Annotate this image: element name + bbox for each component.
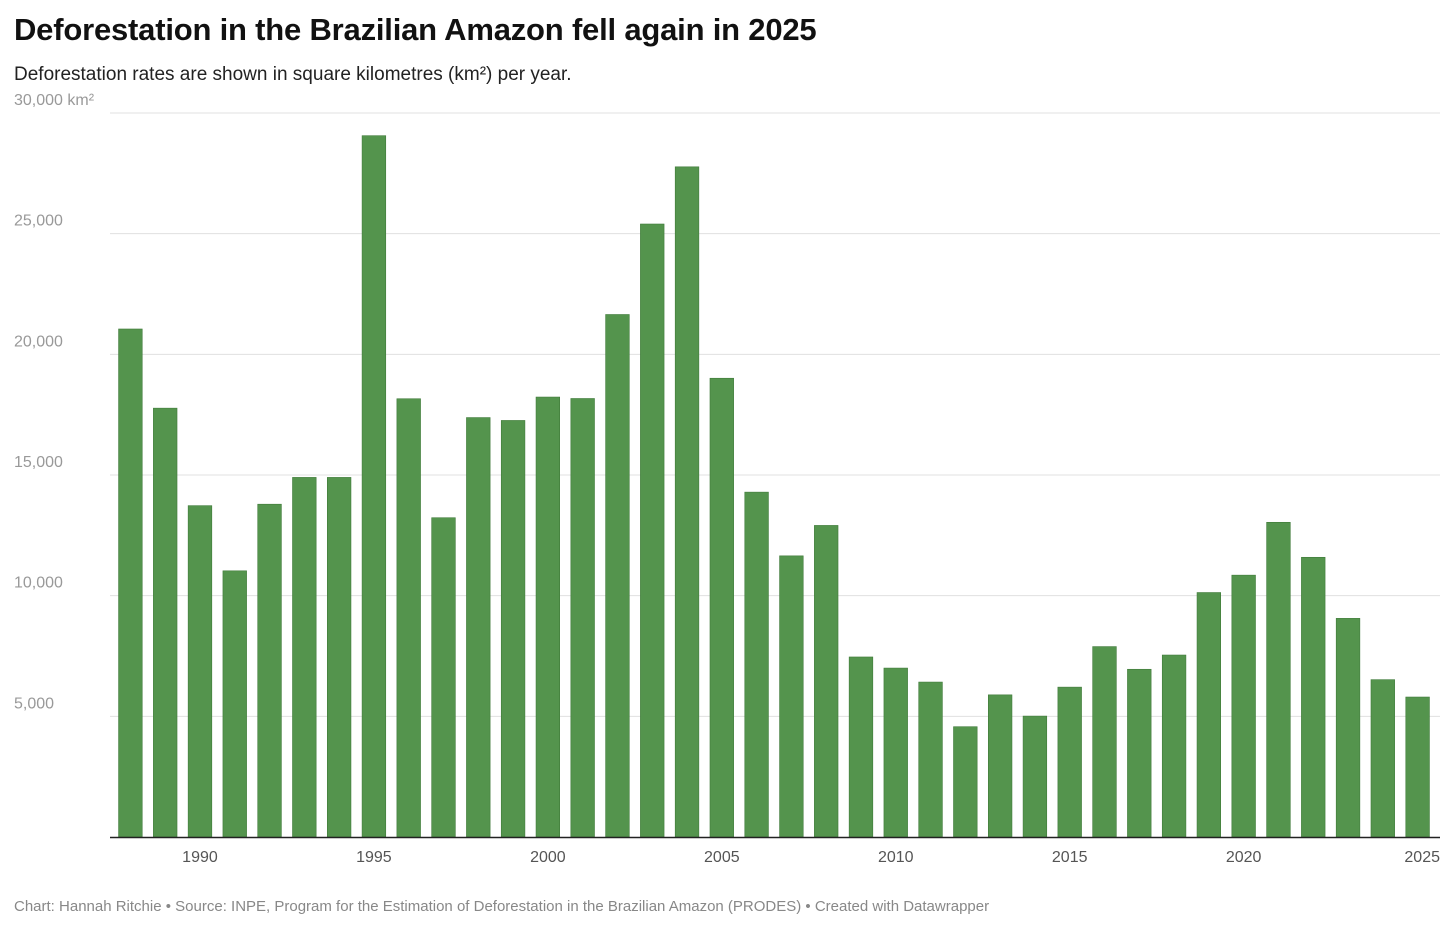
bar-2010	[883, 667, 908, 838]
bar-2006	[744, 491, 769, 838]
x-tick-label-1990: 1990	[182, 849, 218, 866]
x-tick-label-1995: 1995	[356, 849, 392, 866]
bar-1995	[361, 135, 387, 838]
x-tick-label-2000: 2000	[530, 849, 566, 866]
bar-1993	[292, 477, 317, 838]
y-tick-label-25000: 25,000	[14, 213, 63, 230]
y-tick-label-20000: 20,000	[14, 333, 63, 350]
bar-1992	[257, 503, 282, 838]
chart-footer: Chart: Hannah Ritchie • Source: INPE, Pr…	[14, 898, 990, 915]
bar-1994	[326, 477, 352, 838]
bar-2008	[814, 525, 839, 838]
bar-2005	[709, 377, 734, 838]
bar-1998	[466, 417, 491, 838]
bar-2003	[640, 223, 665, 838]
bar-2007	[779, 555, 804, 838]
bar-2019	[1196, 592, 1222, 838]
y-tick-label-30000: 30,000 km²	[14, 92, 95, 109]
bar-2022	[1301, 556, 1326, 838]
y-axis-tick-labels: 5,000 10,000 15,000 20,000 25,000 30,000 km²	[14, 92, 95, 712]
bar-2021	[1266, 521, 1291, 838]
bar-2009	[848, 656, 874, 838]
bar-2025	[1405, 696, 1430, 838]
bar-1996	[396, 398, 421, 838]
x-tick-label-2005: 2005	[704, 849, 740, 866]
bar-1997	[431, 517, 456, 838]
x-tick-label-2015: 2015	[1052, 849, 1088, 866]
bar-2020	[1231, 574, 1256, 838]
bar-2000	[535, 396, 560, 838]
y-tick-label-5000: 5,000	[14, 695, 54, 712]
x-tick-label-2020: 2020	[1226, 849, 1262, 866]
bar-2017	[1127, 668, 1152, 838]
bar-2015	[1057, 686, 1082, 838]
bar-2004	[674, 166, 700, 838]
x-tick-label-2010: 2010	[878, 849, 914, 866]
x-axis-tick-labels: 1990 1995 2000 2005 2010 2015 2020 2025	[182, 849, 1440, 866]
bar-1988	[118, 328, 143, 838]
bar-2023	[1335, 618, 1361, 838]
bar-1991	[222, 570, 247, 838]
y-tick-label-10000: 10,000	[14, 575, 63, 592]
x-tick-label-2025: 2025	[1404, 849, 1440, 866]
bar-2013	[987, 694, 1013, 838]
bar-2014	[1022, 715, 1048, 838]
bar-2002	[605, 314, 630, 838]
chart-title: Deforestation in the Brazilian Amazon fe…	[14, 12, 817, 47]
bar-2016	[1092, 646, 1117, 838]
y-tick-label-15000: 15,000	[14, 454, 63, 471]
bar-2011	[918, 681, 943, 838]
bar-1999	[500, 420, 526, 838]
bar-2012	[953, 726, 978, 838]
bars	[118, 135, 1430, 838]
bar-2018	[1161, 654, 1187, 838]
bar-2001	[570, 398, 595, 838]
bar-2024	[1370, 679, 1395, 838]
bar-1990	[187, 505, 213, 838]
bar-1989	[153, 407, 178, 838]
chart-subtitle: Deforestation rates are shown in square …	[14, 64, 572, 85]
